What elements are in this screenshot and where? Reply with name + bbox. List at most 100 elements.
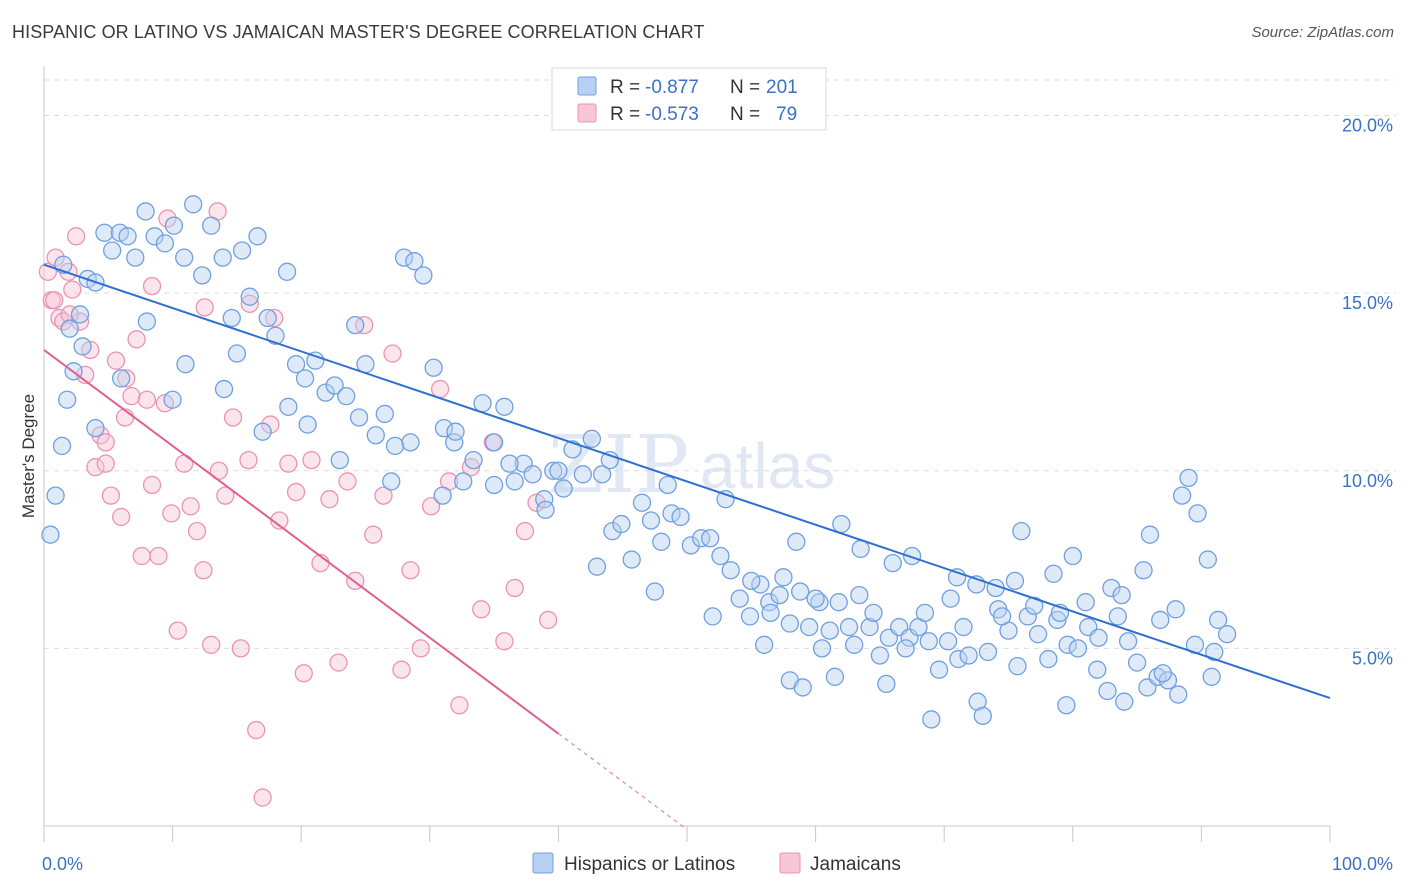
data-point-hispanics <box>214 379 234 399</box>
data-point-hispanics <box>1005 571 1025 591</box>
data-point-hispanics <box>992 607 1012 626</box>
data-point-hispanics <box>70 305 90 324</box>
data-point-hispanics <box>883 553 902 573</box>
data-point-hispanics <box>1188 504 1207 523</box>
data-point-jamaicans <box>421 497 441 516</box>
data-point-hispanics <box>870 646 890 665</box>
data-point-jamaicans <box>253 788 272 807</box>
watermark-atlas: atlas <box>700 430 835 502</box>
data-point-hispanics <box>325 376 344 395</box>
data-point-hispanics <box>554 479 573 498</box>
data-point-hispanics <box>864 603 883 623</box>
data-point-hispanics <box>145 227 164 246</box>
legend-n-value-1: 201 <box>766 77 798 98</box>
data-point-hispanics <box>1115 692 1134 711</box>
data-point-hispanics <box>1166 600 1185 619</box>
legend-n-label-2: N = <box>730 104 760 125</box>
data-point-hispanics <box>1127 653 1147 672</box>
data-point-hispanics <box>1044 564 1063 583</box>
data-point-jamaicans <box>158 209 177 228</box>
data-point-hispanics <box>1134 561 1153 580</box>
data-point-hispanics <box>41 525 60 544</box>
data-point-jamaicans <box>329 653 348 672</box>
data-point-hispanics <box>95 223 114 242</box>
data-point-hispanics <box>573 465 592 484</box>
data-point-hispanics <box>919 632 938 651</box>
data-point-hispanics <box>1018 607 1037 626</box>
data-point-jamaicans <box>392 660 411 679</box>
y-tick-label: 15.0% <box>1342 293 1393 313</box>
data-point-hispanics <box>184 195 203 214</box>
data-point-hispanics <box>306 351 325 370</box>
data-point-hispanics <box>536 500 555 519</box>
data-point-hispanics <box>1118 632 1138 651</box>
legend-box <box>551 67 827 131</box>
data-point-hispanics <box>401 433 420 452</box>
data-point-hispanics <box>877 674 896 694</box>
data-point-jamaicans <box>286 482 306 502</box>
data-point-hispanics <box>549 461 568 480</box>
data-point-hispanics <box>742 571 761 591</box>
axes <box>43 66 1331 842</box>
bottom-legend-label-hispanics: Hispanics or Latinos <box>564 854 735 875</box>
data-point-hispanics <box>46 486 65 505</box>
data-point-hispanics <box>1025 596 1044 615</box>
data-point-hispanics <box>137 312 157 331</box>
data-point-hispanics <box>286 355 306 374</box>
data-point-jamaicans <box>137 390 157 409</box>
data-point-jamaicans <box>430 379 450 399</box>
data-point-hispanics <box>1151 610 1170 630</box>
data-point-hispanics <box>103 241 122 260</box>
data-point-hispanics <box>1169 685 1188 704</box>
data-point-hispanics <box>1179 468 1198 488</box>
data-point-jamaicans <box>302 450 321 470</box>
data-point-hispanics <box>505 472 524 491</box>
bottom-legend-swatch-pink <box>779 852 801 874</box>
data-point-hispanics <box>700 529 720 548</box>
data-point-jamaicans <box>70 312 90 331</box>
data-point-jamaicans <box>472 600 491 619</box>
data-point-hispanics <box>774 568 793 587</box>
data-point-hispanics <box>1148 667 1167 686</box>
data-point-jamaicans <box>247 720 266 740</box>
x-tick-label-min: 0.0% <box>42 854 83 874</box>
data-point-hispanics <box>394 248 414 267</box>
data-point-hispanics <box>652 532 671 551</box>
data-point-jamaicans <box>162 504 181 523</box>
data-point-hispanics <box>1140 525 1160 544</box>
data-point-jamaicans <box>46 248 65 267</box>
data-point-hispanics <box>703 607 722 626</box>
data-point-jamaicans <box>132 546 151 566</box>
data-point-hispanics <box>464 450 483 470</box>
data-point-jamaicans <box>67 227 86 246</box>
data-point-jamaicans <box>411 639 430 658</box>
data-point-hispanics <box>405 252 424 271</box>
data-point-jamaicans <box>338 472 357 491</box>
watermark-zip: ZIP <box>548 418 689 511</box>
data-point-hispanics <box>266 326 285 345</box>
data-point-hispanics <box>1098 681 1117 701</box>
data-point-hispanics <box>1088 660 1107 679</box>
data-point-hispanics <box>1108 607 1127 626</box>
data-point-jamaicans <box>461 458 481 477</box>
data-point-hispanics <box>922 710 941 729</box>
data-point-hispanics <box>253 422 272 441</box>
data-point-hispanics <box>86 418 105 438</box>
data-point-hispanics <box>1102 578 1121 598</box>
data-point-jamaicans <box>364 525 383 544</box>
tick-labels: 5.0% 10.0% 15.0% 20.0% 0.0% 100.0% <box>42 116 1393 874</box>
data-point-jamaicans <box>505 578 524 598</box>
data-point-hispanics <box>1198 550 1217 569</box>
data-point-hispanics <box>346 315 365 335</box>
data-point-hispanics <box>915 603 935 623</box>
data-point-hispanics <box>60 319 79 338</box>
data-point-jamaicans <box>240 294 259 313</box>
data-point-jamaicans <box>142 276 162 296</box>
data-point-hispanics <box>1057 696 1076 715</box>
data-point-jamaicans <box>374 486 393 505</box>
data-point-hispanics <box>612 514 631 534</box>
data-point-jamaicans <box>101 486 121 505</box>
series-hispanics <box>41 195 1237 729</box>
data-point-hispanics <box>1068 639 1088 658</box>
data-point-hispanics <box>938 632 958 651</box>
